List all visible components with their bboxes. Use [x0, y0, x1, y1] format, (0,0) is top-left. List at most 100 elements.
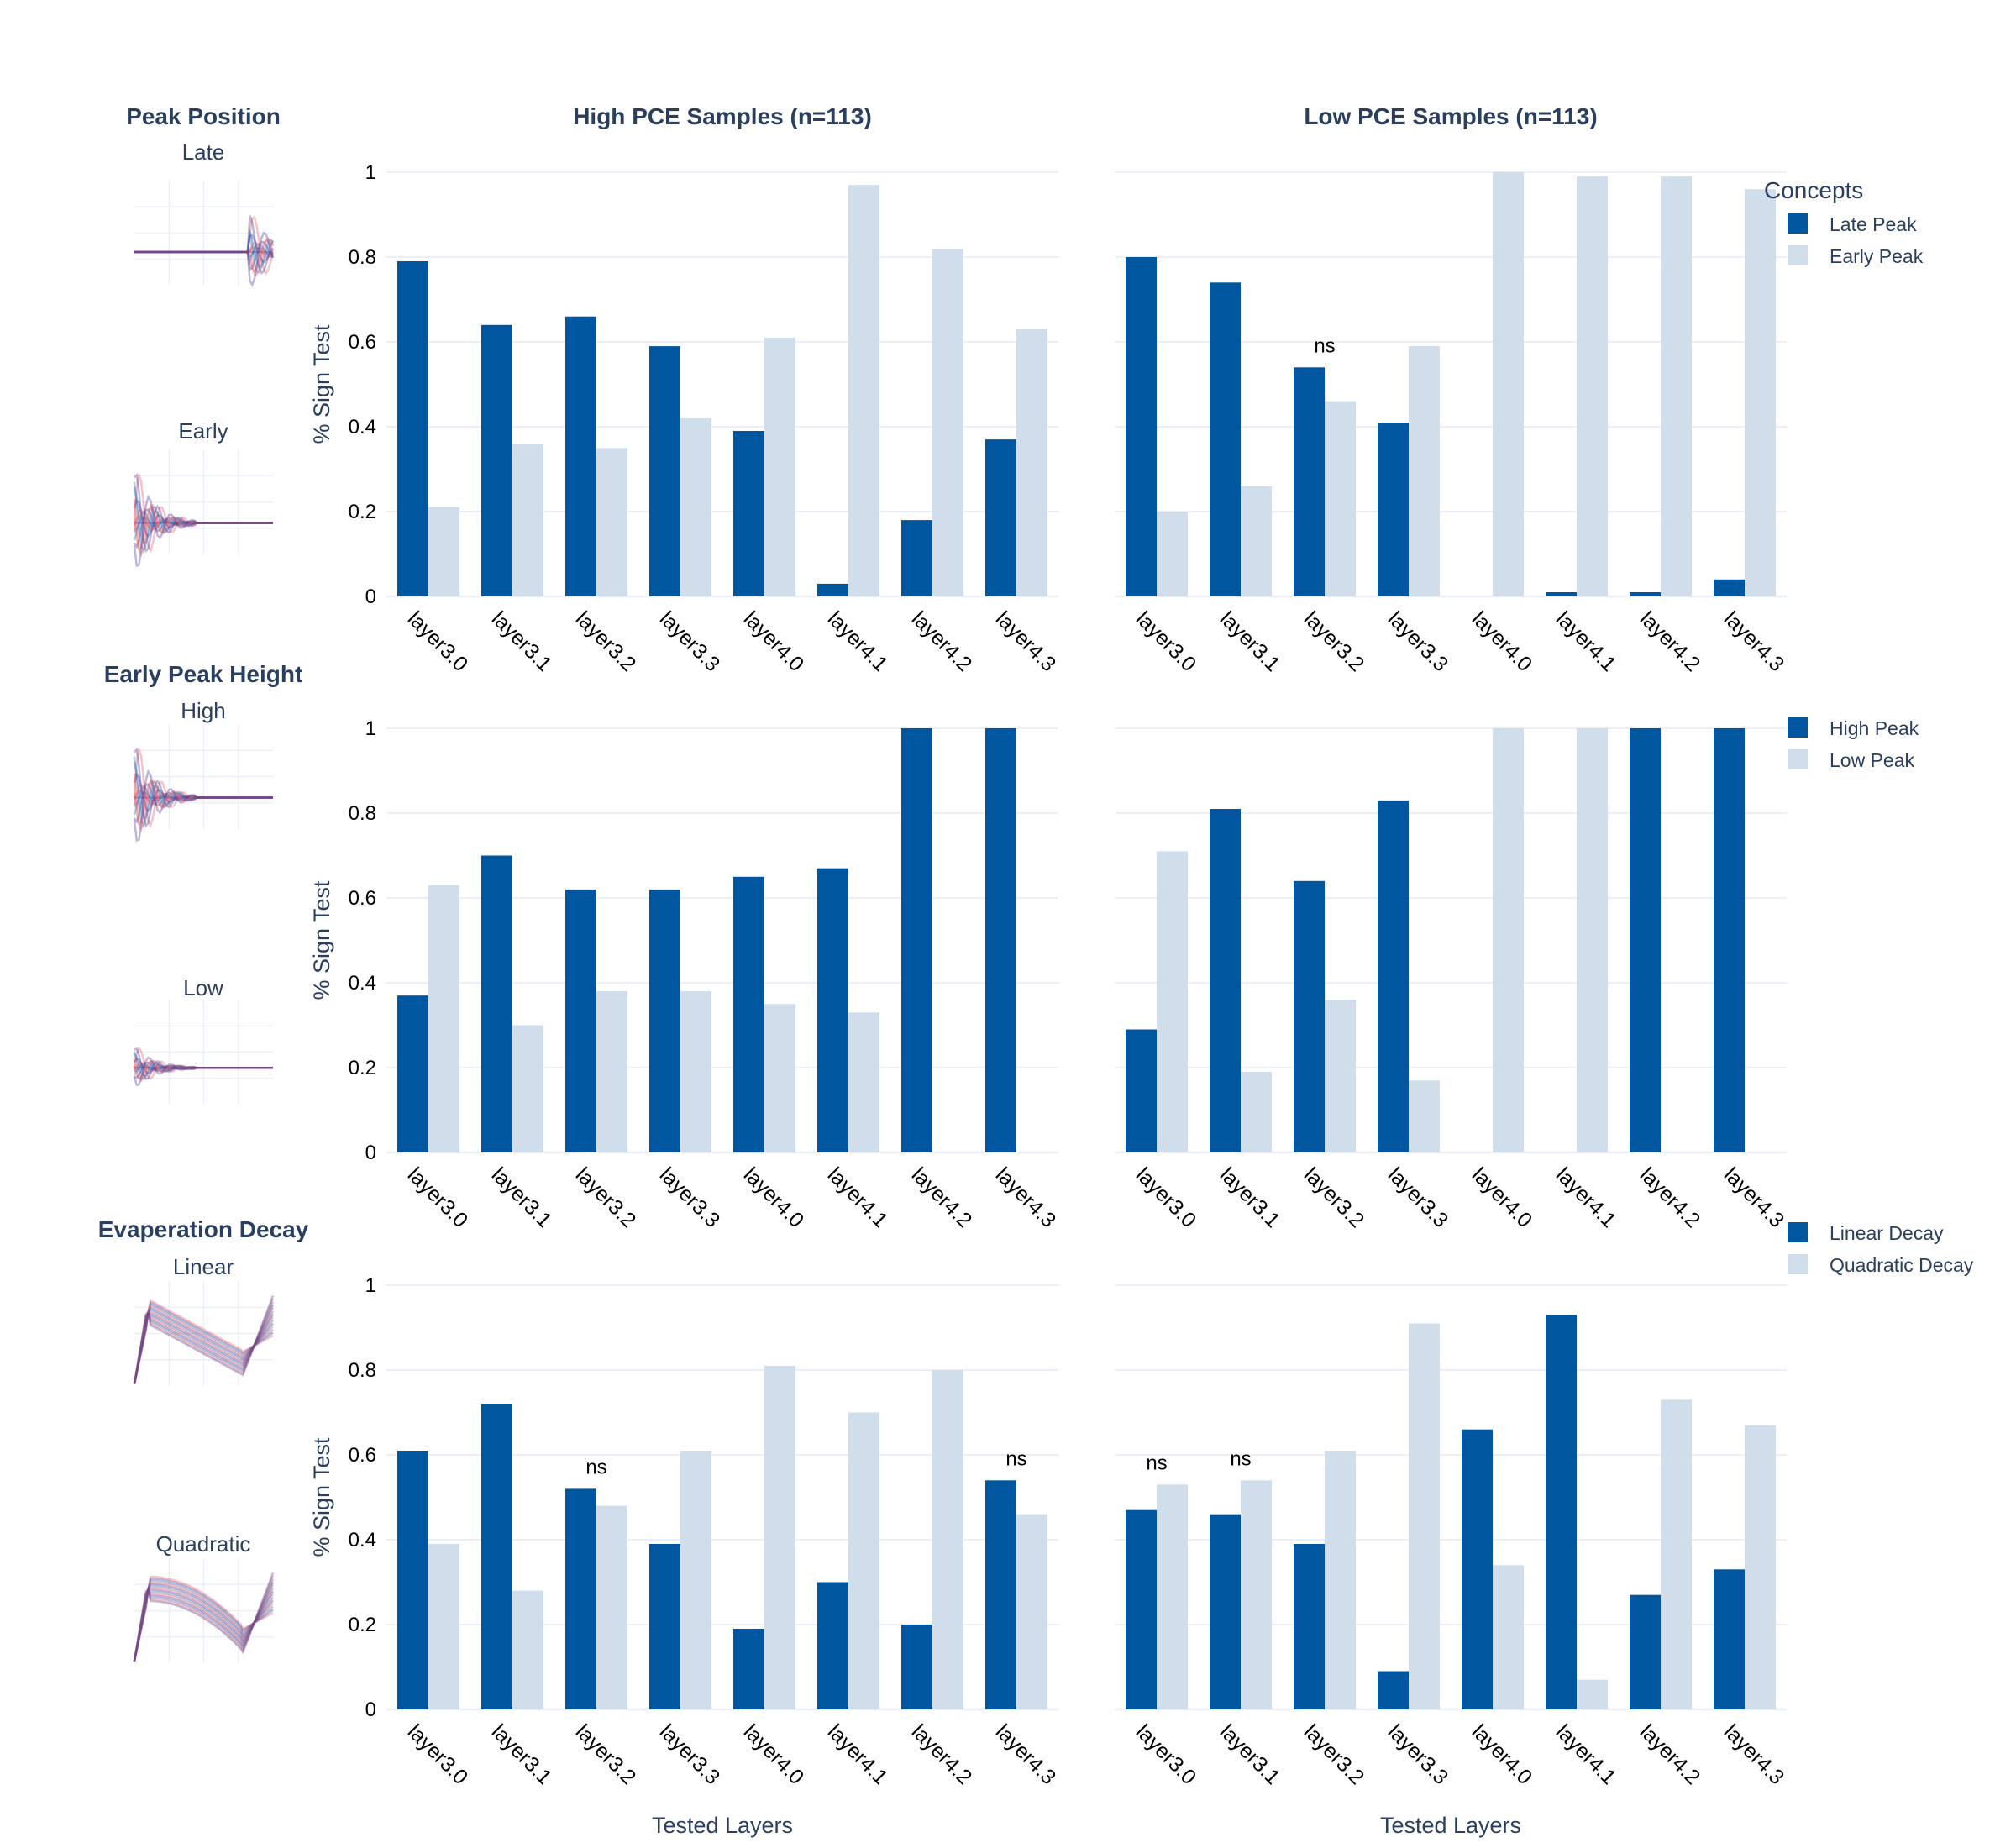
bar-early-peak-layer4.3 — [1016, 328, 1047, 596]
bar-low-peak-layer3.2 — [596, 991, 627, 1152]
x-tick-label: layer4.0 — [1467, 606, 1537, 676]
thumb-label-0-1: Early — [178, 418, 228, 444]
thumb-signal-line — [133, 1306, 274, 1384]
thumb-signal-line — [133, 1301, 275, 1384]
legend-swatch-high-peak[interactable] — [1788, 717, 1808, 738]
bar-linear-decay-layer3.1 — [1210, 1514, 1241, 1709]
bar-low-peak-layer4.1 — [1577, 728, 1608, 1152]
y-axis-title: % Sign Test — [309, 1437, 334, 1557]
bar-linear-decay-layer4.0 — [1462, 1429, 1493, 1709]
thumb-signal-line — [133, 1307, 275, 1384]
x-tick-label: layer4.1 — [823, 1719, 893, 1789]
x-tick-label: layer4.1 — [1551, 1163, 1621, 1232]
bar-high-peak-layer4.2 — [1630, 728, 1661, 1152]
y-tick-label: 0 — [365, 1142, 376, 1164]
thumb-label-2-1: Quadratic — [156, 1531, 251, 1557]
x-tick-label: layer4.2 — [907, 1163, 977, 1232]
thumb-signal-line — [133, 1305, 274, 1384]
bar-quadratic-decay-layer4.3 — [1016, 1514, 1047, 1709]
thumb-signal-line — [133, 497, 273, 538]
thumb-signal-line — [133, 1310, 275, 1384]
thumb-signal-line — [133, 783, 273, 824]
bar-quadratic-decay-layer3.3 — [680, 1451, 711, 1709]
bar-high-peak-layer4.3 — [1714, 728, 1745, 1152]
x-tick-label: layer4.0 — [739, 1719, 809, 1789]
bar-linear-decay-layer3.0 — [1126, 1509, 1157, 1709]
thumb-signal-line — [133, 505, 273, 552]
x-tick-label: layer3.0 — [1131, 1719, 1201, 1789]
bar-early-peak-layer3.2 — [1325, 401, 1356, 596]
y-tick-label: 0 — [365, 1698, 376, 1721]
bar-late-peak-layer3.1 — [1210, 282, 1241, 596]
bar-high-peak-layer4.1 — [817, 868, 848, 1152]
thumb-label-0-0: Late — [182, 139, 225, 165]
thumb-signal-line — [133, 1056, 273, 1086]
thumb-signal-line — [133, 1308, 275, 1384]
thumb-signal-line — [133, 769, 273, 843]
bar-linear-decay-layer4.1 — [817, 1582, 848, 1709]
ns-annotation: ns — [585, 1456, 606, 1478]
x-tick-label: layer4.1 — [823, 606, 893, 676]
thumb-signal-line — [134, 1064, 273, 1071]
x-tick-label: layer4.3 — [1719, 1163, 1789, 1232]
legend-label: Late Peak — [1830, 213, 1917, 235]
thumb-signal-line — [133, 1572, 275, 1662]
bar-early-peak-layer3.0 — [428, 507, 459, 596]
bar-early-peak-layer3.1 — [1241, 486, 1272, 596]
thumb-signal-line — [133, 474, 273, 554]
x-tick-label: layer4.2 — [1635, 606, 1705, 676]
thumb-signal-line — [133, 508, 273, 532]
bar-high-peak-layer4.2 — [901, 728, 932, 1152]
y-tick-label: 1 — [365, 161, 376, 184]
bar-low-peak-layer3.0 — [428, 885, 459, 1152]
bar-early-peak-layer3.2 — [596, 448, 627, 597]
bar-early-peak-layer3.0 — [1157, 512, 1188, 596]
bar-quadratic-decay-layer3.3 — [1409, 1323, 1440, 1709]
bar-low-peak-layer3.3 — [680, 991, 711, 1152]
bar-high-peak-layer3.1 — [1210, 809, 1241, 1152]
thumb-signal-line — [133, 516, 273, 533]
y-tick-label: 0.4 — [349, 416, 376, 438]
legend-row-2: Linear Decay Quadratic Decay — [1788, 1222, 1974, 1276]
thumb-signal-line — [133, 1058, 273, 1083]
bar-late-peak-layer3.3 — [649, 346, 680, 596]
bar-late-peak-layer4.1 — [817, 583, 848, 596]
thumb-signal-line — [134, 472, 273, 554]
thumb-signal-line — [133, 1310, 275, 1384]
thumb-signal-line — [133, 1062, 273, 1076]
legend-swatch-late-peak[interactable] — [1788, 213, 1808, 234]
bar-quadratic-decay-layer3.0 — [428, 1544, 459, 1709]
bar-quadratic-decay-layer3.0 — [1157, 1484, 1188, 1709]
thumb-signal-line — [133, 494, 273, 568]
thumb-signal-line — [134, 747, 273, 828]
y-tick-label: 0.2 — [349, 1057, 376, 1079]
legend-swatch-linear-decay[interactable] — [1788, 1222, 1808, 1242]
bar-high-peak-layer3.0 — [397, 995, 428, 1152]
thumb-signal-line — [134, 1064, 273, 1073]
x-tick-label: layer3.2 — [571, 1719, 641, 1789]
ns-annotation: ns — [1146, 1452, 1167, 1474]
y-tick-label: 1 — [365, 1274, 376, 1297]
thumb-signal-line — [133, 773, 273, 832]
legend-swatch-quadratic-decay[interactable] — [1788, 1254, 1808, 1274]
x-tick-label: layer4.2 — [1635, 1163, 1705, 1232]
thumb-signal-line — [133, 1587, 275, 1662]
legend-swatch-low-peak[interactable] — [1788, 749, 1808, 769]
legend-label: Quadratic Decay — [1830, 1254, 1974, 1276]
thumb-signal-line — [133, 1298, 275, 1384]
bar-late-peak-layer4.2 — [1630, 592, 1661, 596]
legend-swatch-early-peak[interactable] — [1788, 245, 1808, 265]
bar-linear-decay-layer3.2 — [1294, 1544, 1325, 1709]
bar-high-peak-layer4.0 — [733, 876, 764, 1153]
bar-linear-decay-layer3.1 — [481, 1404, 512, 1709]
thumb-signal-line — [133, 1578, 275, 1662]
x-tick-label: layer4.2 — [907, 606, 977, 676]
x-tick-label: layer3.1 — [487, 606, 557, 676]
bar-late-peak-layer3.2 — [565, 316, 596, 596]
bar-quadratic-decay-layer4.2 — [1661, 1399, 1692, 1709]
bar-high-peak-layer3.3 — [649, 889, 680, 1152]
thumb-signal-line — [133, 780, 273, 827]
bar-high-peak-layer3.1 — [481, 855, 512, 1152]
thumb-signal-line — [134, 237, 275, 276]
